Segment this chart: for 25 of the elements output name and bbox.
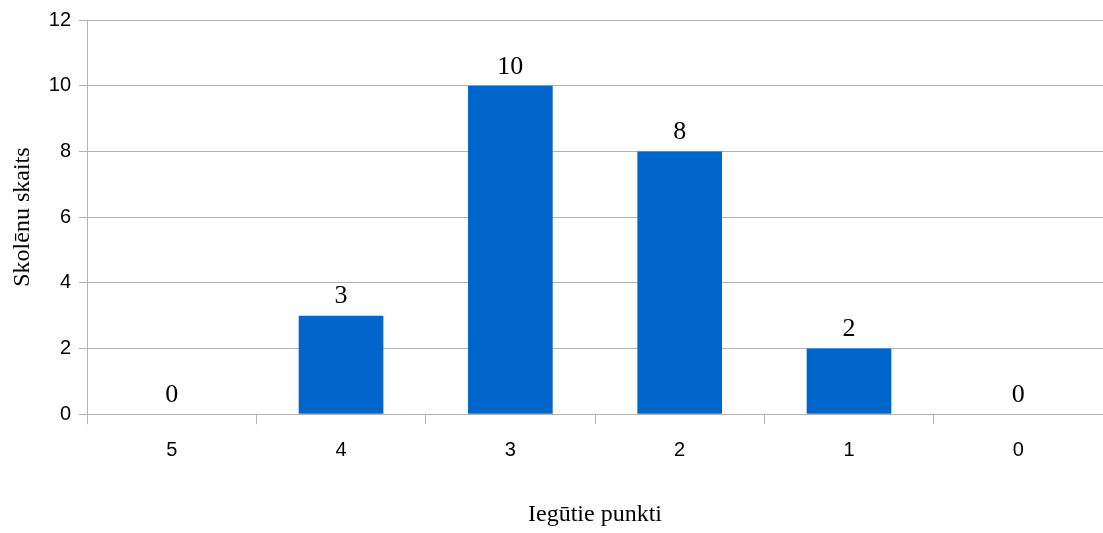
- x-tick-label: 5: [166, 437, 178, 460]
- x-tick-label: 4: [335, 437, 347, 460]
- data-label: 0: [1011, 379, 1025, 409]
- y-tick-label: 2: [59, 336, 72, 359]
- y-tick-label: 6: [59, 204, 72, 227]
- x-tick-label: 3: [504, 437, 516, 460]
- y-tick-label: 12: [48, 7, 72, 30]
- y-tick-label: 0: [59, 401, 72, 424]
- data-label: 3: [334, 280, 348, 310]
- bar: [468, 85, 553, 414]
- x-tick-label: 1: [843, 437, 855, 460]
- data-label: 2: [842, 313, 856, 343]
- y-tick-label: 8: [59, 138, 72, 161]
- y-tick-label: 10: [48, 73, 72, 96]
- data-label: 0: [165, 379, 179, 409]
- bar: [806, 348, 892, 414]
- bar: [298, 315, 384, 414]
- data-label: 10: [497, 50, 524, 80]
- data-label: 8: [673, 116, 687, 146]
- y-tick-label: 4: [59, 270, 72, 293]
- x-axis-title: Iegūtie punkti: [528, 499, 663, 526]
- x-tick-label: 0: [1012, 437, 1024, 460]
- bar: [637, 151, 723, 414]
- y-axis-title: Skolēnu skaits: [7, 147, 34, 287]
- x-tick-label: 2: [674, 437, 686, 460]
